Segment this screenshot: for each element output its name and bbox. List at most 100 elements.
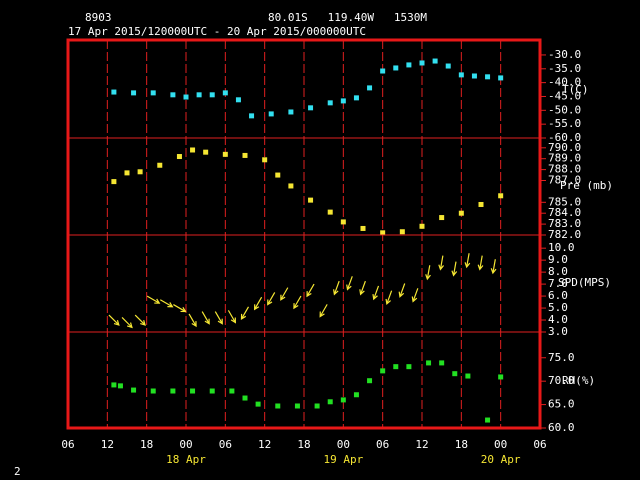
data-point (498, 193, 504, 199)
data-point (452, 371, 458, 377)
data-point (327, 209, 333, 215)
time-period: 17 Apr 2015/120000UTC - 20 Apr 2015/0000… (68, 25, 366, 38)
y-tick-label: 60.0 (548, 421, 575, 434)
data-point (406, 62, 412, 68)
wind-arrow (201, 311, 210, 325)
data-point (340, 219, 346, 225)
data-point (150, 90, 156, 96)
x-tick-label: 12 (101, 438, 114, 451)
data-point (209, 92, 215, 98)
wind-arrow (280, 287, 289, 301)
y-tick-label: 790.0 (548, 141, 581, 154)
data-point (340, 397, 346, 403)
y-tick-label: 10.0 (548, 241, 575, 254)
wind-arrow (477, 255, 484, 271)
data-point (242, 152, 248, 158)
data-point (478, 201, 484, 207)
data-point (308, 197, 314, 203)
wind-arrow (372, 285, 380, 301)
wind-arrow (438, 255, 445, 271)
data-point (222, 151, 228, 157)
y-tick-label: 783.0 (548, 217, 581, 230)
data-point (255, 401, 261, 407)
data-point (380, 230, 386, 236)
data-point (294, 403, 300, 409)
data-point (111, 382, 117, 388)
data-point (367, 85, 373, 91)
data-point (426, 360, 432, 366)
y-tick-label: -60.0 (548, 131, 581, 144)
wind-arrow (214, 311, 223, 325)
y-tick-label: 787.0 (548, 174, 581, 187)
date-label: 19 Apr (323, 453, 363, 466)
wind-arrow (159, 299, 174, 308)
data-point (209, 388, 215, 394)
wind-arrow (359, 280, 366, 296)
data-point (498, 374, 504, 380)
data-point (157, 162, 163, 168)
y-tick-label: 4.0 (548, 313, 568, 326)
wind-arrow (293, 295, 302, 310)
wind-arrow (146, 295, 161, 304)
wind-arrow (411, 288, 419, 303)
data-point (124, 170, 130, 176)
x-tick-label: 00 (494, 438, 507, 451)
data-point (419, 223, 425, 229)
y-tick-label: -50.0 (548, 103, 581, 116)
data-point (262, 157, 268, 163)
data-point (131, 90, 137, 96)
wind-arrow (333, 280, 340, 296)
page-number: 2 (14, 465, 21, 478)
data-point (360, 225, 366, 231)
wind-arrow (319, 304, 328, 318)
y-tick-label: -30.0 (548, 48, 581, 61)
data-point (353, 95, 359, 101)
y-tick-label: 5.0 (548, 301, 568, 314)
wind-arrow (108, 314, 120, 326)
data-point (170, 92, 176, 98)
wind-arrow (173, 304, 187, 313)
data-point (439, 215, 445, 221)
x-tick-label: 18 (140, 438, 153, 451)
data-point (327, 399, 333, 405)
y-tick-label: -55.0 (548, 117, 581, 130)
wind-arrow (490, 259, 497, 275)
x-tick-label: 12 (415, 438, 428, 451)
y-tick-label: 65.0 (548, 398, 575, 411)
data-point (190, 147, 196, 153)
wind-arrow (306, 283, 315, 298)
wind-arrow (385, 290, 393, 306)
data-point (268, 111, 274, 117)
data-point (353, 392, 359, 398)
y-tick-label: 3.0 (548, 325, 568, 338)
data-point (288, 183, 294, 189)
date-label: 20 Apr (481, 453, 521, 466)
data-point (498, 75, 504, 81)
y-tick-label: -45.0 (548, 89, 581, 102)
data-point (150, 388, 156, 394)
x-tick-label: 18 (455, 438, 468, 451)
data-point (196, 92, 202, 98)
x-tick-label: 06 (219, 438, 232, 451)
wind-arrow (253, 296, 263, 311)
data-point (131, 387, 137, 393)
data-point (275, 403, 281, 409)
y-tick-label: 75.0 (548, 351, 575, 364)
data-point (176, 154, 182, 160)
panel-label: Pre (mb) (560, 179, 613, 192)
data-point (111, 89, 117, 95)
data-point (445, 63, 451, 69)
plot-frame (66, 38, 542, 430)
wind-arrow (121, 317, 133, 329)
station-location: 80.01S 119.40W 1530M (268, 11, 427, 24)
y-tick-label: 9.0 (548, 253, 568, 266)
y-tick-label: 784.0 (548, 206, 581, 219)
data-point (203, 149, 209, 155)
data-point (340, 98, 346, 104)
data-point (393, 65, 399, 71)
x-tick-label: 06 (376, 438, 389, 451)
data-point (137, 169, 143, 175)
